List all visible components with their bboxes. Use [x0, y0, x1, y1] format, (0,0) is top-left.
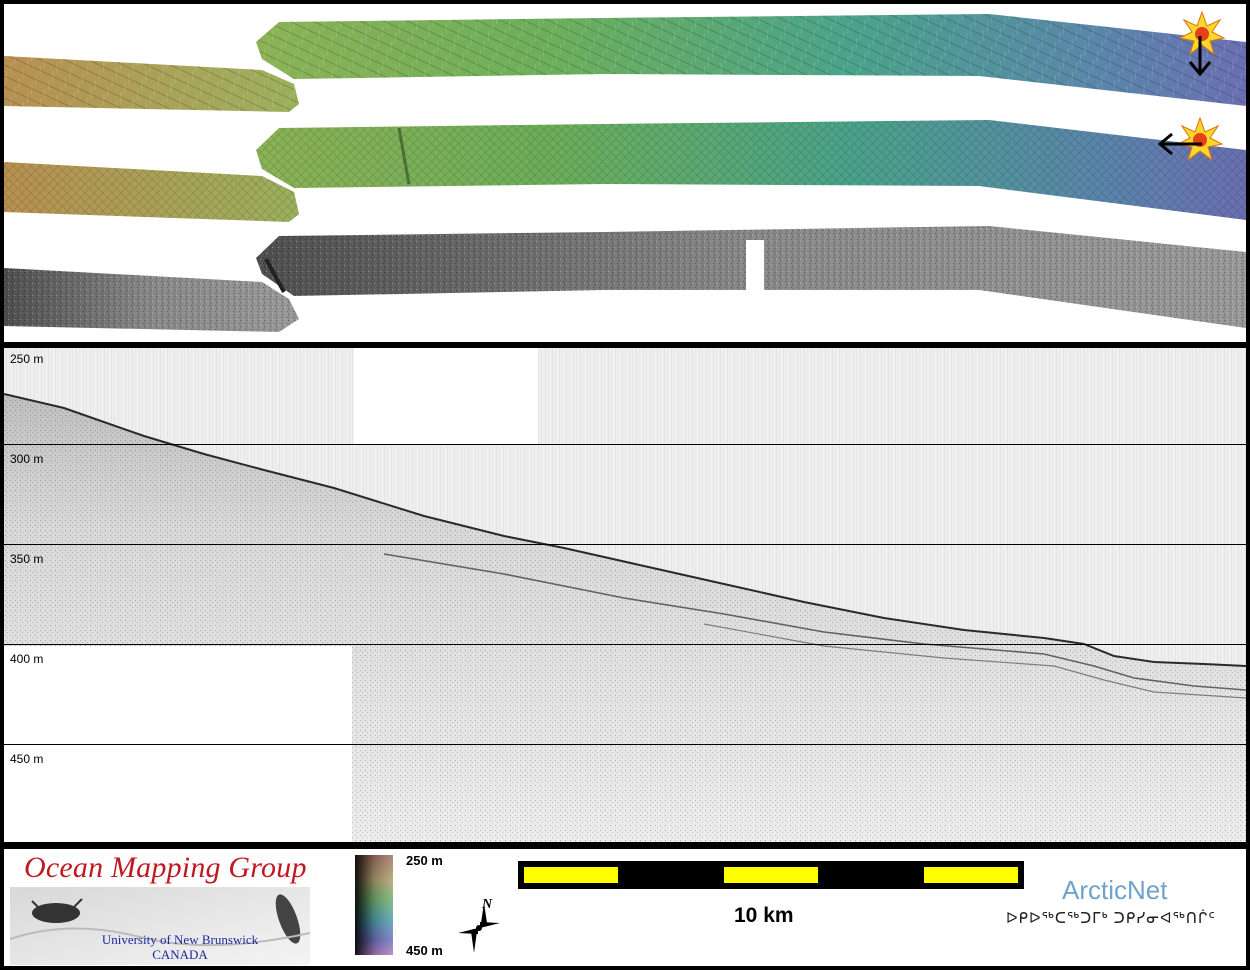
depth-colorbar	[355, 855, 393, 955]
omg-logo-subtitle-1: University of New Brunswick	[101, 932, 259, 947]
arrow-left-icon	[1157, 132, 1202, 156]
colorbar-top-label: 250 m	[406, 853, 443, 868]
omg-logo-title: Ocean Mapping Group	[24, 851, 307, 884]
omg-logo: Ocean Mapping Group University of New Br…	[10, 849, 310, 965]
omg-logo-subtitle-2: CANADA	[152, 947, 208, 962]
arrow-down-icon	[1188, 36, 1212, 77]
depth-gridline	[4, 544, 1246, 545]
colorbar-bottom-label: 450 m	[406, 943, 443, 958]
depth-label-400: 400 m	[10, 652, 44, 666]
depth-label-450: 450 m	[10, 752, 44, 766]
depth-gridline	[4, 444, 1246, 445]
subbottom-profile: 250 m 300 m 350 m 400 m 450 m	[4, 348, 1246, 842]
north-arrow-icon	[458, 903, 500, 953]
swath-map	[4, 10, 1246, 332]
arcticnet-inuktitut: ᐅᑭᐅᖅᑕᖅᑐᒥᒃ ᑐᑭᓯᓂᐊᖅᑎᒌᑦ	[1006, 910, 1216, 927]
depth-gridline	[4, 644, 1246, 645]
depth-label-350: 350 m	[10, 552, 44, 566]
depth-label-250: 250 m	[10, 352, 44, 366]
profile-image	[4, 348, 1246, 842]
depth-label-300: 300 m	[10, 452, 44, 466]
depth-gridline	[4, 744, 1246, 745]
scale-bar	[518, 861, 1024, 889]
scale-label: 10 km	[734, 904, 794, 927]
swath-panel	[4, 4, 1246, 342]
swath-row-1	[4, 14, 1246, 112]
swath-row-2	[4, 120, 1246, 222]
north-label: N	[482, 897, 493, 912]
legend-panel: Ocean Mapping Group University of New Br…	[4, 849, 1246, 966]
arcticnet-logo: ArcticNet	[1062, 875, 1168, 905]
omg-logo-graphic	[10, 887, 310, 965]
swath-row-3	[4, 226, 1246, 332]
